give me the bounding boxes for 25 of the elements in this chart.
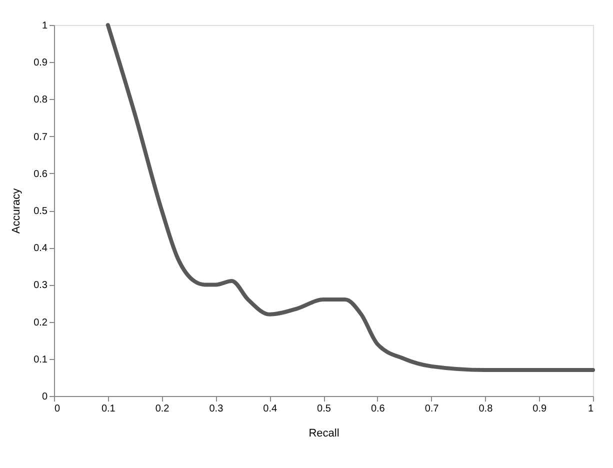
y-tick-label: 0.9: [34, 58, 48, 69]
x-tick-label: 0.7: [424, 404, 440, 414]
x-tick-label: 0.4: [263, 404, 278, 414]
x-tick-label: 0.2: [155, 404, 170, 414]
line-series: [106, 23, 595, 372]
y-tick-label: 0.1: [34, 354, 48, 366]
x-tick-label: 0.5: [317, 404, 332, 414]
y-axis-title: Accuracy: [10, 188, 23, 234]
y-tick-label: 0.4: [34, 243, 48, 254]
x-tick-label: 0: [54, 404, 60, 414]
x-tick-label: 0.9: [532, 404, 547, 414]
x-tick-label: 0.8: [478, 404, 494, 414]
y-tick-label: 1: [42, 20, 48, 32]
y-tick-label: 0.2: [34, 317, 48, 328]
y-tick-label: 0.6: [34, 168, 48, 180]
x-tick-label: 0.6: [370, 404, 386, 414]
x-axis-title: Recall: [308, 428, 340, 440]
y-tick-label: 0.7: [34, 132, 48, 143]
y-tick-label: 0: [42, 392, 48, 402]
y-tick-label: 0.3: [34, 280, 48, 292]
x-tick-label: 0.1: [101, 404, 116, 414]
y-tick-label: 0.5: [34, 206, 48, 217]
x-tick-label: 0.3: [209, 404, 224, 414]
x-tick-label: 1: [588, 404, 594, 414]
y-tick-label: 0.8: [34, 94, 48, 106]
